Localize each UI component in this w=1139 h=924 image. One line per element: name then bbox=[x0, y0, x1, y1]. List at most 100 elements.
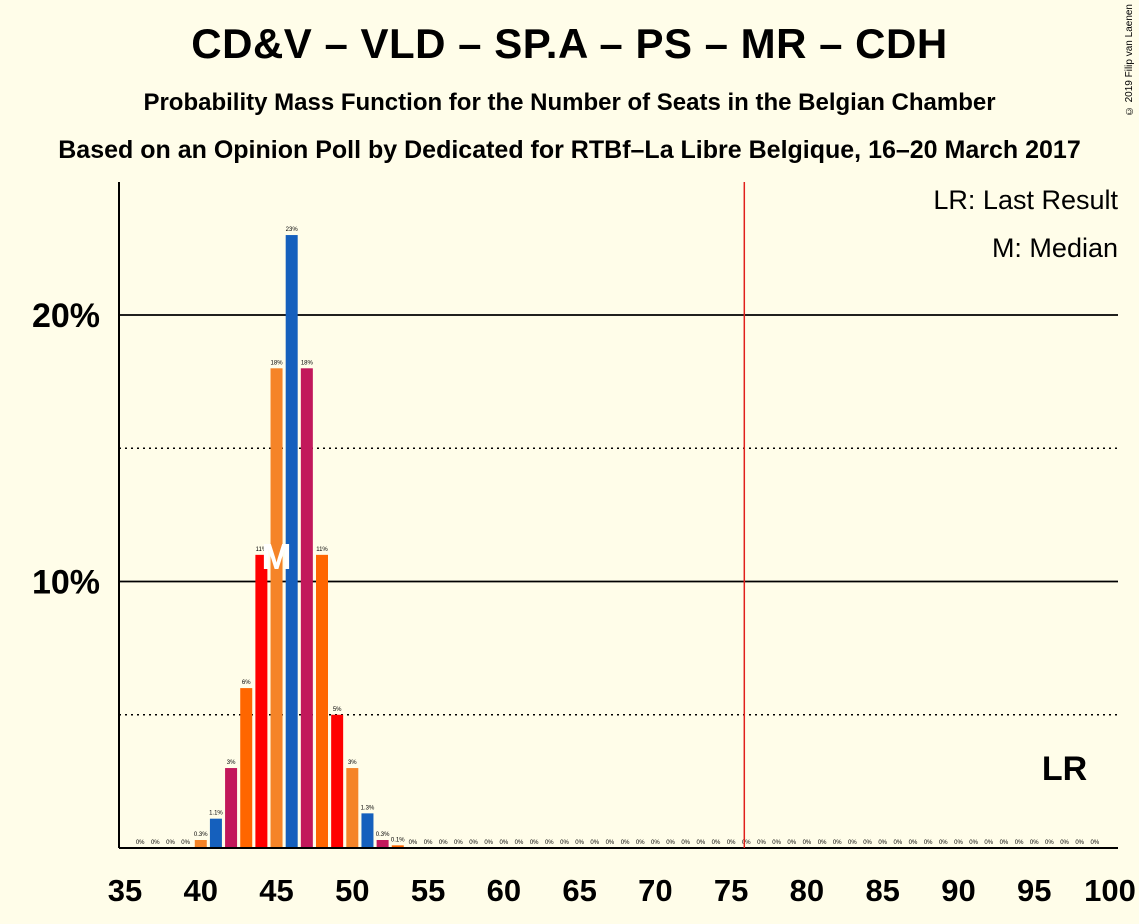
bar bbox=[361, 813, 374, 848]
data-label: 0% bbox=[1015, 840, 1024, 846]
x-tick-label: 40 bbox=[184, 873, 218, 908]
data-label: 0% bbox=[772, 840, 781, 846]
x-tick-label: 70 bbox=[638, 873, 672, 908]
data-label: 0% bbox=[575, 840, 584, 846]
data-label: 1.1% bbox=[209, 811, 223, 817]
bar bbox=[225, 768, 238, 848]
x-tick-label: 85 bbox=[865, 873, 899, 908]
data-label: 0% bbox=[1030, 840, 1039, 846]
chart-subtitle: Probability Mass Function for the Number… bbox=[143, 89, 996, 116]
data-label: 0% bbox=[712, 840, 721, 846]
data-label: 0% bbox=[469, 840, 478, 846]
data-label: 0% bbox=[697, 840, 706, 846]
data-label: 1.3% bbox=[361, 805, 375, 811]
data-label: 18% bbox=[301, 360, 314, 366]
data-label: 0% bbox=[590, 840, 599, 846]
bar bbox=[240, 688, 253, 848]
x-tick-label: 65 bbox=[562, 873, 596, 908]
data-label: 0% bbox=[454, 840, 463, 846]
x-tick-label: 80 bbox=[790, 873, 824, 908]
bar bbox=[346, 768, 359, 848]
data-label: 0% bbox=[969, 840, 978, 846]
data-label: 0.3% bbox=[194, 832, 208, 838]
data-label: 0% bbox=[909, 840, 918, 846]
x-tick-label: 50 bbox=[335, 873, 369, 908]
data-label: 0.1% bbox=[391, 837, 405, 843]
x-tick-label: 60 bbox=[487, 873, 521, 908]
data-label: 0% bbox=[1075, 840, 1084, 846]
bar bbox=[255, 554, 268, 848]
data-label: 0% bbox=[651, 840, 660, 846]
data-label: 0% bbox=[545, 840, 554, 846]
bar bbox=[209, 818, 222, 848]
data-label: 0% bbox=[727, 840, 736, 846]
data-label: 0% bbox=[787, 840, 796, 846]
y-tick-label: 20% bbox=[32, 297, 100, 335]
data-label: 0% bbox=[681, 840, 690, 846]
data-label: 0% bbox=[136, 840, 145, 846]
data-label: 0% bbox=[1060, 840, 1069, 846]
data-label: 0% bbox=[894, 840, 903, 846]
bar bbox=[391, 845, 404, 848]
data-label: 5% bbox=[333, 707, 342, 713]
bar bbox=[331, 714, 344, 848]
data-label: 0% bbox=[833, 840, 842, 846]
data-label: 0% bbox=[515, 840, 524, 846]
data-label: 18% bbox=[271, 360, 284, 366]
data-label: 11% bbox=[256, 547, 268, 553]
data-label: 0% bbox=[166, 840, 175, 846]
data-label: 0% bbox=[954, 840, 963, 846]
data-label: 0% bbox=[848, 840, 857, 846]
data-label: 0% bbox=[621, 840, 630, 846]
data-label: 0% bbox=[878, 840, 887, 846]
data-label: 0% bbox=[984, 840, 993, 846]
legend-entry: M: Median bbox=[992, 233, 1118, 263]
data-label: 0% bbox=[666, 840, 675, 846]
data-label: 0% bbox=[1091, 840, 1100, 846]
data-label: 0% bbox=[560, 840, 569, 846]
data-label: 0% bbox=[530, 840, 539, 846]
y-tick-label: 10% bbox=[32, 564, 100, 602]
chart-title: CD&V – VLD – SP.A – PS – MR – CDH bbox=[191, 20, 948, 67]
data-label: 0% bbox=[742, 840, 751, 846]
bar bbox=[316, 554, 328, 848]
data-label: 3% bbox=[348, 760, 357, 766]
data-label: 11% bbox=[316, 547, 328, 553]
data-label: 0% bbox=[818, 840, 827, 846]
data-label: 6% bbox=[242, 680, 251, 686]
legend-entry: LR: Last Result bbox=[933, 185, 1118, 215]
data-label: 0% bbox=[757, 840, 766, 846]
data-label: 0% bbox=[151, 840, 160, 846]
x-tick-label: 75 bbox=[714, 873, 748, 908]
data-label: 0.3% bbox=[376, 832, 390, 838]
x-tick-label: 35 bbox=[108, 873, 142, 908]
data-label: 0% bbox=[803, 840, 812, 846]
data-label: 0% bbox=[863, 840, 872, 846]
x-tick-label: 45 bbox=[259, 873, 293, 908]
data-label: 3% bbox=[227, 760, 236, 766]
median-marker: M bbox=[262, 536, 292, 577]
chart-source-note: Based on an Opinion Poll by Dedicated fo… bbox=[58, 136, 1081, 164]
data-label: 0% bbox=[606, 840, 615, 846]
x-tick-label: 100 bbox=[1084, 873, 1136, 908]
data-label: 0% bbox=[939, 840, 948, 846]
data-label: 0% bbox=[181, 840, 190, 846]
data-label: 0% bbox=[484, 840, 493, 846]
data-label: 0% bbox=[1000, 840, 1009, 846]
bar bbox=[300, 368, 313, 848]
data-label: 0% bbox=[409, 840, 418, 846]
bar bbox=[270, 368, 283, 848]
x-tick-label: 55 bbox=[411, 873, 445, 908]
bar bbox=[376, 840, 389, 848]
data-label: 0% bbox=[424, 840, 433, 846]
last-result-marker: LR bbox=[1042, 750, 1087, 788]
data-label: 0% bbox=[500, 840, 509, 846]
bar bbox=[285, 235, 298, 849]
data-label: 23% bbox=[286, 227, 299, 233]
data-label: 0% bbox=[1045, 840, 1054, 846]
x-tick-label: 90 bbox=[941, 873, 975, 908]
data-label: 0% bbox=[636, 840, 645, 846]
data-label: 0% bbox=[924, 840, 933, 846]
data-label: 0% bbox=[439, 840, 448, 846]
